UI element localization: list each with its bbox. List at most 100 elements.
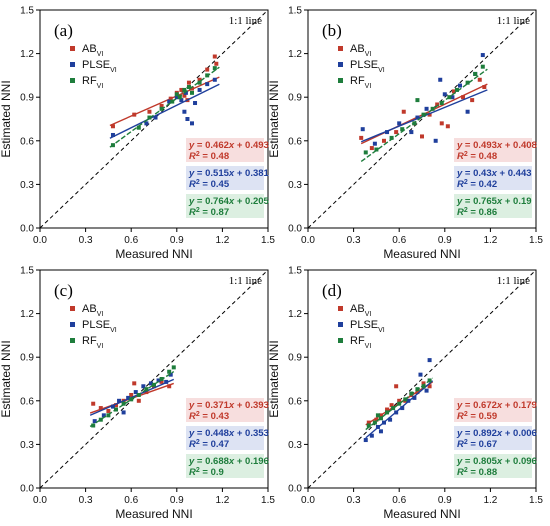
data-point (372, 141, 377, 146)
plot-frame (39, 269, 269, 489)
data-point (480, 53, 485, 58)
data-point (480, 64, 485, 69)
data-point (136, 125, 141, 130)
data-point (421, 112, 426, 117)
data-point (401, 109, 406, 114)
series-rf (360, 64, 488, 163)
y-tick-label: 0.9 (20, 93, 34, 104)
data-point (159, 103, 164, 108)
data-point (197, 87, 202, 92)
equation-box (454, 454, 532, 478)
x-tick-label: 1.5 (529, 235, 543, 246)
panel-b: 0.0 0.3 0.6 0.9 1.2 1.5 0.0 0.3 0.6 0.9 1.2 1.5 Meas… (267, 6, 543, 262)
data-point (424, 106, 429, 111)
y-tick-label: 1.5 (20, 6, 34, 17)
fit-equation: y = 0.448x + 0.353 (188, 428, 269, 439)
data-point (385, 410, 390, 415)
data-point (374, 417, 379, 422)
equation-box (454, 194, 532, 218)
series-rf (109, 66, 220, 148)
data-point (98, 417, 103, 422)
x-tick-label: 0.0 (33, 495, 47, 506)
x-tick-label: 0.3 (79, 235, 93, 246)
data-point (369, 146, 374, 151)
equation-box (454, 166, 532, 190)
x-tick-label: 1.5 (261, 495, 275, 506)
series-plse (363, 358, 434, 443)
x-tick-label: 1.2 (215, 235, 229, 246)
fit-line (360, 68, 488, 163)
legend-label: ABVI (82, 43, 103, 58)
data-point (182, 109, 187, 114)
data-point (421, 384, 426, 389)
data-point (174, 95, 179, 100)
data-point (421, 381, 426, 386)
legend-label: PLSEVI (82, 319, 117, 334)
x-tick-label: 0.6 (124, 235, 138, 246)
x-axis-label: Measured NNI (115, 247, 192, 261)
r2-value: R2 = 0.86 (457, 207, 497, 219)
data-point (168, 372, 173, 377)
r2-value: R2 = 0.47 (189, 439, 229, 451)
equation-box (454, 426, 532, 450)
legend-marker (338, 62, 343, 67)
data-point (126, 395, 131, 400)
y-axis-label: Estimated NNI (0, 80, 13, 157)
x-tick-label: 0.9 (438, 235, 452, 246)
fit-line (365, 380, 434, 439)
legend-label: RFVI (350, 75, 371, 90)
fit-equation: y = 0.462x + 0.493 (188, 140, 269, 151)
series-ab (109, 54, 220, 129)
series-plse (109, 77, 220, 139)
data-point (133, 390, 138, 395)
data-point (182, 87, 187, 92)
r2-value: R2 = 0.45 (189, 179, 230, 191)
data-point (388, 417, 393, 422)
data-point (190, 121, 194, 126)
data-point (205, 67, 210, 72)
data-point (92, 419, 97, 424)
data-point (470, 98, 475, 103)
legend-label: PLSEVI (82, 59, 117, 74)
x-tick-label: 1.5 (261, 235, 275, 246)
panel-d: 0.0 0.3 0.6 0.9 1.2 1.5 0.0 0.3 0.6 0.9 1.2 1.5 Meas… (267, 266, 543, 522)
data-point (159, 379, 164, 384)
data-point (185, 117, 190, 121)
y-tick-label: 0.0 (288, 224, 302, 235)
legend-label: PLSEVI (350, 319, 385, 334)
legend-marker (338, 338, 343, 343)
data-point (360, 127, 365, 132)
data-point (439, 121, 444, 126)
data-point (442, 92, 447, 97)
x-tick-label: 1.2 (215, 495, 229, 506)
one-to-one-label: 1:1 line (229, 275, 262, 287)
x-tick-label: 0.6 (392, 495, 406, 506)
x-tick-label: 0.9 (170, 495, 184, 506)
y-tick-label: 0.3 (288, 180, 302, 191)
legend-label: ABVI (82, 303, 103, 318)
fit-equation: y = 0.764x + 0.205 (188, 196, 270, 207)
legend-marker (338, 322, 343, 327)
data-point (427, 384, 432, 389)
data-point (167, 99, 172, 104)
data-point (389, 135, 394, 140)
data-point (363, 438, 368, 443)
data-point (106, 408, 111, 413)
equation-box (454, 398, 532, 422)
panel-label: (b) (322, 21, 342, 40)
x-tick-label: 0.0 (301, 235, 315, 246)
y-tick-label: 0.6 (20, 396, 34, 407)
data-point (450, 95, 455, 100)
r2-value: R2 = 0.59 (457, 411, 497, 423)
one-to-one-label: 1:1 line (497, 275, 530, 287)
one-to-one-label: 1:1 line (229, 15, 262, 27)
data-point (433, 138, 438, 143)
data-point (394, 384, 399, 389)
data-point (458, 83, 462, 88)
data-point (397, 398, 402, 403)
x-tick-label: 0.9 (438, 495, 452, 506)
data-point (167, 384, 172, 389)
data-point (465, 109, 470, 114)
y-tick-label: 1.5 (20, 266, 34, 277)
series-plse (89, 372, 175, 424)
